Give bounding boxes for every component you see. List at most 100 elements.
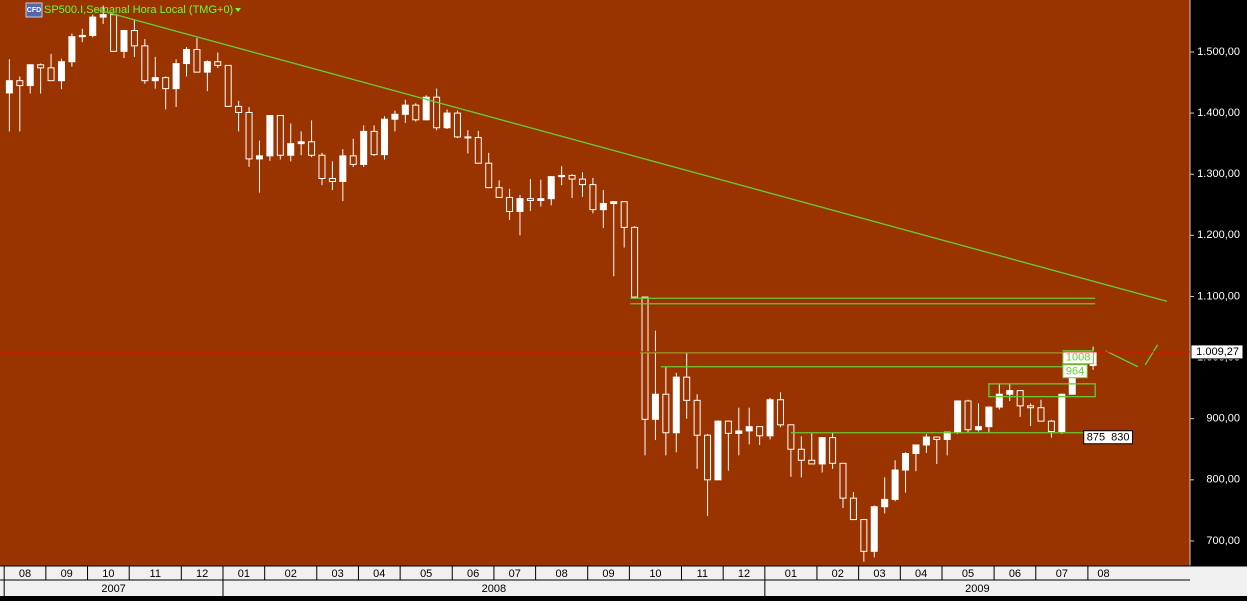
candle-body (89, 16, 97, 36)
candle-body (401, 104, 409, 115)
candle-body (610, 201, 618, 205)
candle-body (745, 426, 753, 432)
candle-body (651, 393, 659, 420)
x-tick-label: 12 (196, 568, 208, 580)
candle-body (974, 426, 982, 431)
candle-body (704, 434, 712, 481)
x-tick-label: 05 (420, 568, 432, 580)
title-dropdown[interactable] (235, 8, 241, 12)
candle-body (506, 196, 514, 212)
level-label-box (1062, 364, 1088, 379)
candle-body (47, 67, 55, 82)
candle-body (235, 105, 243, 113)
candle-body (339, 155, 347, 183)
y-tick-label: 700,00 (1206, 535, 1240, 547)
x-tick-label: 06 (1009, 568, 1021, 580)
chart-title[interactable]: SP500.I,Semanal Hora Local (TMG+0) (44, 4, 233, 16)
candle-body (516, 198, 524, 212)
candle-body (599, 203, 607, 211)
candle-body (1006, 390, 1014, 395)
candle-body (78, 34, 86, 38)
candle-body (620, 201, 628, 228)
year-label: 2008 (482, 583, 506, 595)
candle-body (464, 136, 472, 139)
candle-body (16, 80, 24, 87)
candle-body (631, 226, 639, 298)
x-tick-label: 03 (873, 568, 885, 580)
candle-body (474, 137, 482, 164)
x-tick-label: 11 (697, 568, 708, 580)
candle-body (5, 80, 13, 94)
candle-body (110, 14, 118, 52)
price-label: 1.009,27 (1196, 346, 1239, 358)
candle-body (422, 96, 430, 121)
x-tick-label: 07 (1056, 568, 1068, 580)
level-label: 1008 (1066, 352, 1090, 364)
range-box (988, 383, 1096, 398)
candle-body (662, 393, 670, 434)
axis-background (1190, 0, 1247, 566)
x-tick-label: 04 (915, 568, 927, 580)
time-axis-background (0, 566, 1247, 596)
cfd-icon (25, 2, 43, 18)
candle-body (391, 113, 399, 120)
y-tick-label: 1.500,00 (1197, 46, 1240, 58)
candle-body (933, 436, 941, 440)
x-tick-label: 04 (373, 568, 385, 580)
candle-body (381, 118, 389, 156)
candle-body (1027, 405, 1035, 409)
candle-body (526, 198, 534, 201)
y-tick-label: 900,00 (1206, 413, 1240, 425)
candle-body (360, 130, 368, 165)
candle-body (57, 61, 65, 82)
candle-body (370, 130, 378, 156)
candle-body (495, 187, 503, 198)
x-tick-label: 08 (1097, 568, 1109, 580)
x-tick-label: 02 (285, 568, 297, 580)
x-tick-label: 09 (602, 568, 614, 580)
candle-body (162, 77, 170, 90)
candle-body (308, 141, 316, 156)
y-tick-label: 1.200,00 (1197, 229, 1240, 241)
candle-body (964, 400, 972, 431)
candle-body (1016, 390, 1024, 407)
candle-body (724, 420, 732, 434)
candle-body (193, 49, 201, 73)
candle-body (433, 96, 441, 129)
x-tick-label: 12 (738, 568, 750, 580)
candle-body (453, 112, 461, 138)
candle-body (672, 376, 680, 434)
candle-body (683, 376, 691, 401)
candle-body (787, 424, 795, 450)
candle-body (328, 177, 336, 183)
x-tick-label: 05 (962, 568, 974, 580)
year-label: 2009 (965, 583, 989, 595)
candle-body (287, 143, 295, 156)
candle-body (860, 519, 868, 552)
candle-body (808, 459, 816, 465)
projection-line (1105, 350, 1139, 368)
candle-body (1037, 407, 1045, 422)
y-tick-label: 800,00 (1206, 474, 1240, 486)
candle-body (881, 498, 889, 508)
candle-body (870, 506, 878, 552)
candle-body (255, 155, 263, 160)
y-tick-label: 1.100,00 (1197, 290, 1240, 302)
candle-body (120, 30, 128, 52)
x-tick-label: 03 (331, 568, 343, 580)
level-label-box (1083, 430, 1134, 445)
candle-body (1047, 420, 1055, 433)
candle-body (756, 426, 764, 437)
candle-body (891, 469, 899, 500)
candle-body (537, 198, 545, 201)
candle-body (849, 497, 857, 521)
candle-body (151, 77, 159, 82)
plot-background (0, 0, 1190, 566)
candle-body (693, 399, 701, 436)
candle-body (349, 155, 357, 165)
candle-body (99, 14, 107, 18)
projection-line (1144, 344, 1159, 366)
candle-body (995, 393, 1003, 408)
